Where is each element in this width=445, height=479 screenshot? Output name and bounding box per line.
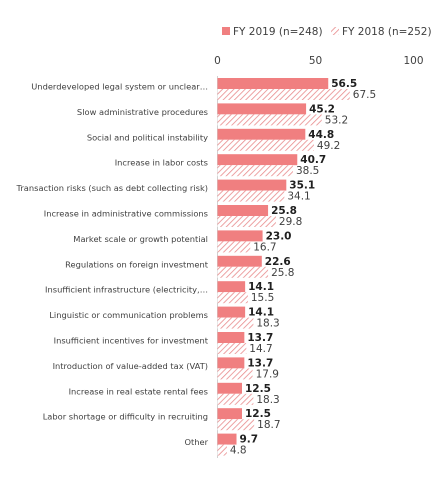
category-label: Increase in administrative commissions: [44, 209, 208, 219]
bar-fy2018: [217, 444, 227, 456]
bar-fy2019: [217, 205, 269, 216]
data-label-fy2018: 34.1: [287, 191, 310, 203]
category-label: Social and political instability: [87, 132, 208, 142]
data-label-fy2019: 35.1: [289, 180, 315, 192]
data-label-fy2019: 12.5: [245, 408, 271, 420]
data-label-fy2018: 25.8: [271, 267, 294, 279]
x-tick-label: 50: [309, 55, 322, 67]
bar-fy2019: [217, 255, 262, 267]
legend-label-fy2018: FY 2018 (n=252): [342, 26, 432, 38]
bar-fy2019: [217, 281, 246, 293]
legend: FY 2019 (n=248) FY 2018 (n=252): [222, 26, 432, 38]
bar-fy2018: [217, 266, 269, 278]
data-label-fy2018: 29.8: [279, 216, 302, 228]
data-label-fy2019: 14.1: [248, 307, 274, 319]
data-label-fy2019: 14.1: [248, 281, 274, 293]
data-label-fy2018: 18.3: [256, 318, 279, 330]
bar-fy2018: [217, 241, 251, 253]
category-label: Market scale or growth potential: [73, 234, 208, 244]
category-label: Other: [184, 437, 208, 447]
x-tick-label: 100: [403, 55, 423, 67]
bar-fy2019: [217, 78, 329, 89]
category-label: Insufficient incentives for investment: [54, 336, 209, 346]
data-label-fy2019: 40.7: [300, 154, 326, 166]
category-label: Increase in real estate rental fees: [69, 386, 208, 396]
category-label: Linguistic or communication problems: [49, 310, 208, 320]
bar-fy2018: [217, 343, 247, 354]
data-label-fy2018: 18.3: [256, 394, 279, 406]
data-label-fy2018: 53.2: [325, 114, 348, 126]
category-label: Slow administrative procedures: [77, 107, 208, 117]
bar-fy2018: [217, 89, 350, 100]
bar-fy2018: [217, 419, 255, 431]
data-label-fy2018: 38.5: [296, 165, 319, 177]
bar-fy2019: [217, 408, 242, 420]
bar-fy2018: [217, 190, 285, 202]
category-label: Labor shortage or difficulty in recruiti…: [43, 412, 208, 422]
bars: 56.567.5 45.253.2 44.849.2 40.738.5 35.134.1…: [217, 78, 376, 457]
bar-fy2019: [217, 306, 246, 318]
category-label: Transaction risks (such as debt collecti…: [16, 183, 208, 193]
data-label-fy2019: 25.8: [271, 205, 297, 217]
bar-fy2019: [217, 128, 306, 140]
bar-fy2018: [217, 393, 254, 405]
bar-fy2019: [217, 382, 242, 394]
bar-fy2018: [217, 317, 254, 329]
data-label-fy2018: 14.7: [249, 343, 272, 355]
data-label-fy2019: 13.7: [247, 332, 273, 344]
category-labels: Underdeveloped legal system or unclear… S…: [16, 82, 209, 448]
data-label-fy2019: 22.6: [265, 256, 291, 268]
category-label: Introduction of value-added tax (VAT): [53, 361, 208, 371]
category-label: Insufficient infrastructure (electricity…: [45, 285, 208, 295]
data-label-fy2019: 13.7: [247, 357, 273, 369]
bar-fy2018: [217, 368, 253, 380]
data-label-fy2019: 44.8: [308, 129, 334, 141]
data-label-fy2019: 23.0: [266, 230, 292, 242]
bar-fy2019: [217, 103, 307, 115]
data-label-fy2019: 9.7: [240, 434, 259, 446]
data-label-fy2018: 18.7: [257, 419, 280, 431]
category-label: Increase in labor costs: [115, 158, 208, 168]
bar-fy2019: [217, 332, 245, 343]
data-label-fy2018: 16.7: [253, 241, 276, 253]
legend-swatch-fy2019: [222, 27, 230, 35]
bar-fy2018: [217, 139, 314, 151]
data-label-fy2018: 67.5: [353, 89, 376, 101]
data-label-fy2018: 49.2: [317, 140, 340, 152]
bar-fy2018: [217, 165, 293, 177]
data-label-fy2019: 45.2: [309, 103, 335, 115]
data-label-fy2018: 15.5: [251, 292, 274, 304]
data-label-fy2018: 17.9: [256, 368, 279, 380]
x-tick-label: 0: [214, 55, 221, 67]
legend-label-fy2019: FY 2019 (n=248): [233, 26, 323, 38]
category-label: Underdeveloped legal system or unclear…: [31, 82, 208, 92]
bar-fy2019: [217, 357, 245, 369]
bar-fy2018: [217, 114, 322, 126]
bar-fy2018: [217, 292, 248, 304]
data-label-fy2019: 56.5: [331, 78, 357, 90]
bar-fy2019: [217, 433, 237, 445]
legend-swatch-fy2018: [331, 27, 339, 35]
bar-fy2019: [217, 154, 298, 166]
bar-fy2019: [217, 230, 263, 242]
bar-fy2019: [217, 179, 287, 191]
category-label: Regulations on foreign investment: [65, 259, 209, 269]
data-label-fy2018: 4.8: [230, 445, 247, 457]
data-label-fy2019: 12.5: [245, 383, 271, 395]
bar-fy2018: [217, 216, 276, 227]
